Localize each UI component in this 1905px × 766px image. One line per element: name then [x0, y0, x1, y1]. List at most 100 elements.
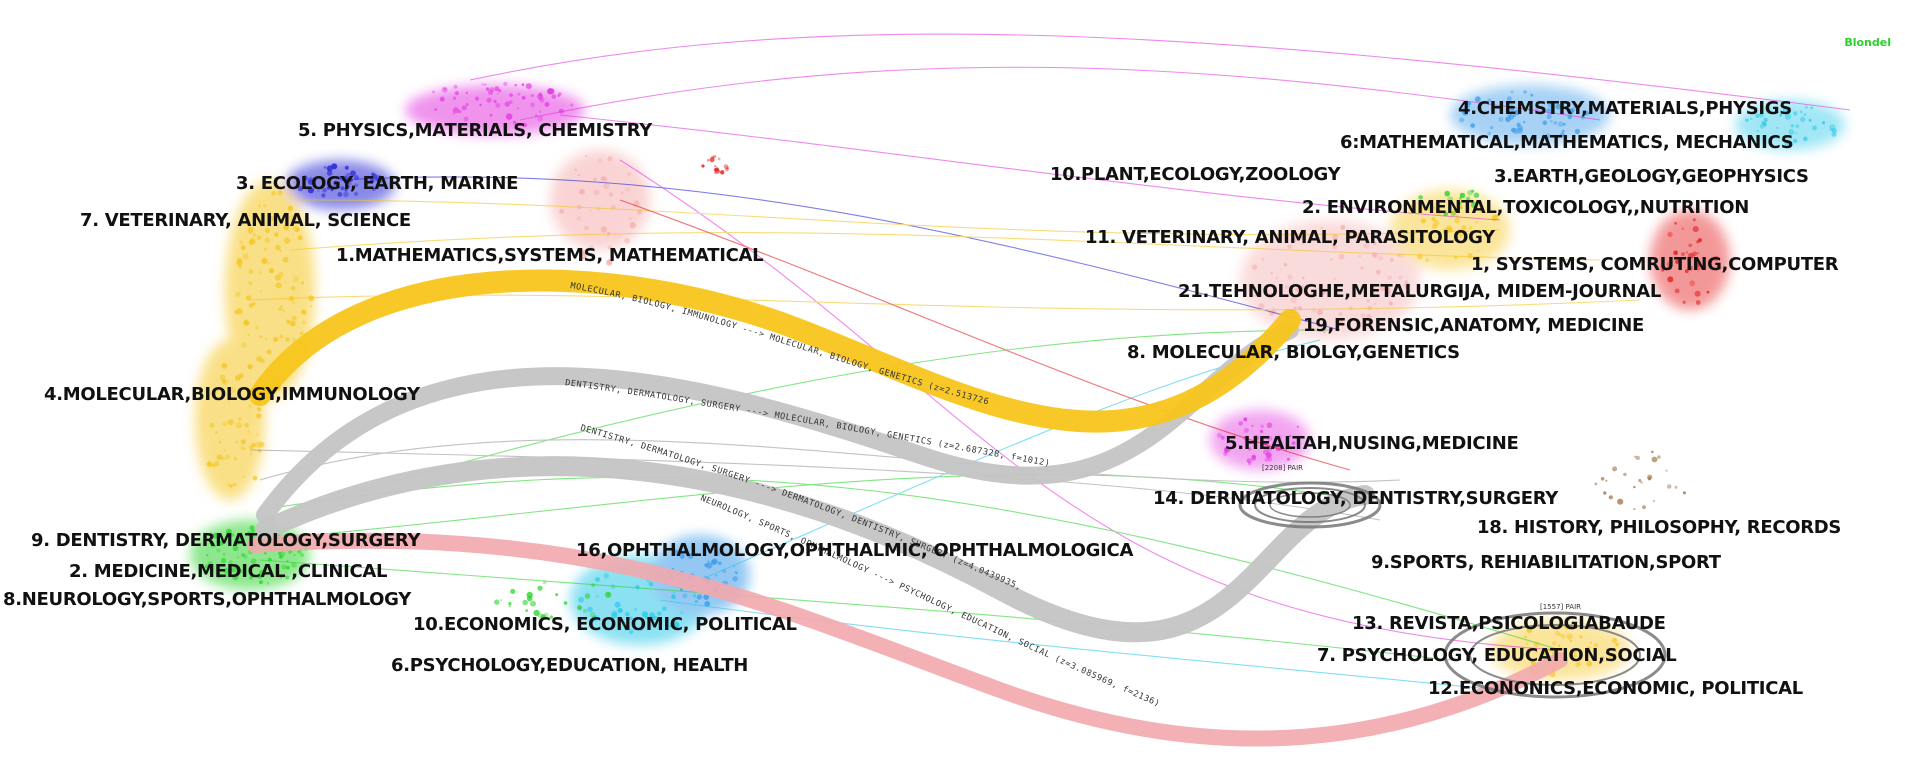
map-dot	[285, 336, 291, 342]
left-label-ecology: 3. ECOLOGY, EARTH, MARINE	[236, 173, 519, 194]
map-dot	[1358, 254, 1362, 258]
map-dot	[1251, 264, 1258, 270]
map-dot	[1251, 455, 1257, 461]
map-dot	[1498, 116, 1504, 123]
map-dot	[1749, 117, 1753, 120]
map-dot	[240, 245, 246, 251]
map-dot	[1287, 274, 1293, 280]
map-dot	[1568, 625, 1573, 630]
map-dot	[607, 156, 613, 162]
map-dot	[611, 612, 618, 619]
map-dot	[1291, 441, 1296, 446]
map-dot	[218, 440, 222, 444]
map-dot	[1516, 122, 1521, 127]
map-dot	[259, 580, 263, 585]
map-dot	[283, 280, 287, 284]
map-dot	[1665, 469, 1668, 472]
map-dot	[544, 102, 550, 107]
map-dot	[1418, 238, 1424, 244]
map-dot	[376, 178, 382, 184]
map-dot	[1674, 221, 1677, 225]
map-dot	[1403, 282, 1410, 289]
map-dot	[1586, 646, 1591, 651]
map-dot	[680, 610, 684, 615]
map-dot	[600, 226, 608, 233]
map-dot	[1372, 294, 1375, 297]
map-dot	[1634, 455, 1637, 458]
map-dot	[514, 84, 517, 87]
map-dot	[1470, 199, 1474, 203]
map-dot	[1812, 125, 1817, 131]
map-dot	[1360, 313, 1366, 318]
map-dot	[669, 624, 674, 628]
map-dot	[1605, 479, 1608, 482]
map-dot	[1535, 107, 1539, 111]
map-dot	[369, 178, 375, 184]
map-dot	[591, 618, 595, 623]
map-dot	[244, 422, 249, 428]
map-dot	[717, 157, 721, 161]
map-dot	[500, 599, 503, 602]
left-label-dentistry: 9. DENTISTRY, DERMATOLOGY,SURGERY	[31, 530, 421, 551]
map-dot	[1512, 128, 1519, 135]
map-dot	[1473, 192, 1480, 198]
map-dot	[341, 175, 348, 182]
map-dot	[261, 257, 268, 264]
map-dot	[212, 533, 219, 539]
map-dot	[1651, 450, 1654, 454]
map-dot	[1385, 288, 1391, 293]
map-dot	[259, 271, 262, 275]
map-dot	[274, 232, 279, 238]
map-dot	[1566, 633, 1573, 640]
map-dot	[1470, 123, 1475, 128]
map-dot	[248, 281, 253, 286]
map-dot	[287, 320, 291, 324]
map-dot	[241, 342, 247, 348]
map-dot	[279, 334, 284, 339]
map-dot	[584, 225, 589, 231]
map-dot	[1608, 654, 1614, 659]
map-dot	[206, 461, 213, 468]
map-dot	[232, 574, 239, 581]
map-dot	[1373, 241, 1377, 246]
map-dot	[1788, 129, 1795, 135]
map-dot	[1458, 232, 1464, 238]
map-dot	[679, 554, 685, 559]
map-dot	[264, 237, 270, 243]
map-dot	[558, 92, 562, 96]
map-dot	[331, 163, 337, 170]
map-dot	[1633, 508, 1636, 511]
map-dot	[238, 569, 243, 574]
map-dot	[248, 239, 254, 246]
map-dot	[1696, 266, 1701, 271]
map-dot	[666, 619, 670, 623]
map-dot	[1389, 257, 1394, 262]
map-dot	[1258, 303, 1265, 310]
map-dot	[1283, 262, 1288, 267]
map-dot	[1457, 203, 1463, 210]
map-dot	[256, 433, 259, 436]
left-label-neurology: 8.NEUROLOGY,SPORTS,OPHTHALMOLOGY	[3, 589, 411, 610]
map-dot	[251, 529, 255, 533]
map-dot	[232, 545, 239, 552]
map-dot	[1475, 221, 1478, 224]
map-dot	[265, 228, 270, 233]
map-dot	[321, 193, 326, 198]
map-dot	[235, 422, 242, 429]
map-dot	[463, 116, 469, 122]
map-dot	[350, 170, 356, 177]
map-dot	[1534, 649, 1539, 654]
map-dot	[1477, 249, 1480, 253]
map-dot	[1696, 240, 1700, 244]
map-dot	[696, 594, 702, 600]
map-dot	[297, 549, 302, 554]
map-dot	[1366, 299, 1370, 303]
map-dot	[1681, 227, 1684, 230]
map-dot	[1558, 633, 1562, 636]
left-label-medicine: 2. MEDICINE,MEDICAL ,CLINICAL	[69, 561, 388, 582]
map-dot	[1546, 114, 1552, 120]
map-dot	[508, 605, 511, 608]
map-dot	[1638, 478, 1642, 483]
map-dot	[706, 158, 710, 162]
map-dot	[577, 605, 583, 611]
